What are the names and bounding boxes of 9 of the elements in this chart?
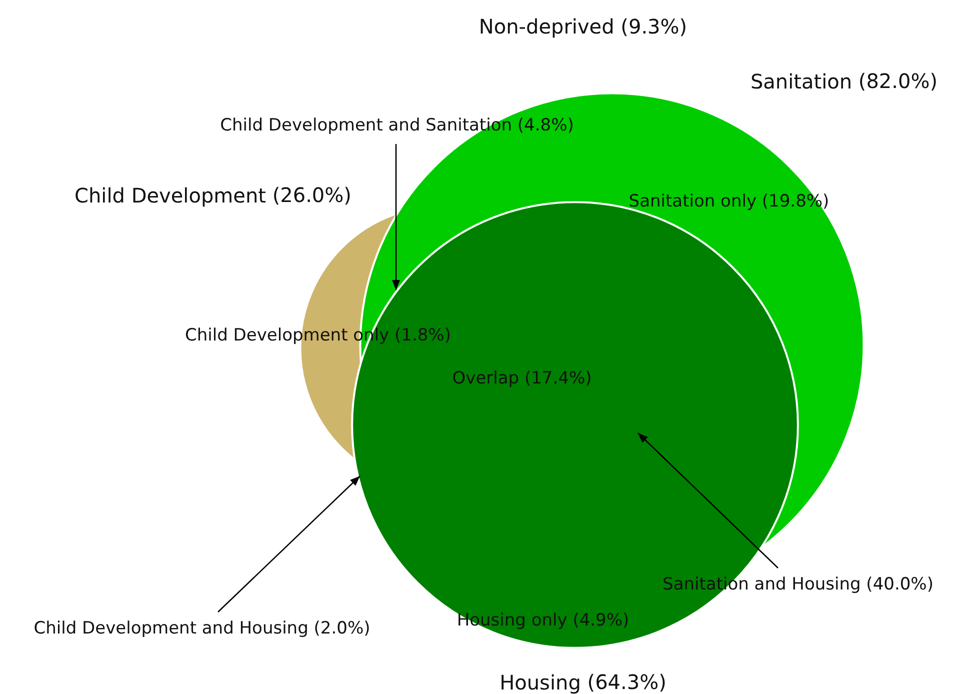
category-label: Sanitation [750,69,852,94]
data-label: (82.0%) [852,69,938,94]
data-label: (64.3%) [580,670,666,694]
text: Overlap (17.4%) [452,368,592,389]
text: Non-deprived (9.3%) [478,14,688,38]
text: Child Development and Housing (2.0%) [34,618,370,639]
category-label: Child Development [74,183,266,208]
data-label: (26.0%) [266,183,352,208]
category-label: Housing [500,670,581,694]
